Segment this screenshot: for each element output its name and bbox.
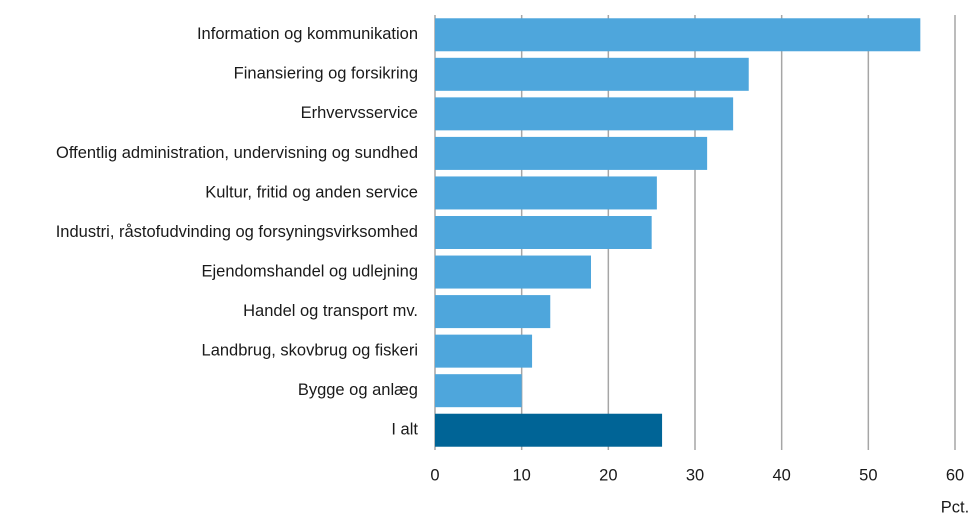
y-tick-label: Bygge og anlæg [298,381,418,399]
y-tick-label: Ejendomshandel og udlejning [202,262,419,280]
x-tick-label: 50 [859,466,877,484]
x-tick-label: 30 [686,466,704,484]
y-tick-label: Erhvervsservice [301,104,418,122]
x-tick-label: 0 [430,466,439,484]
x-tick-label: 20 [599,466,617,484]
bar [435,18,921,52]
x-tick-label: 60 [946,466,964,484]
y-tick-label: Landbrug, skovbrug og fiskeri [202,341,418,359]
bar [435,413,663,447]
bar [435,295,551,329]
x-tick-label: 10 [512,466,530,484]
y-tick-label: Finansiering og forsikring [234,65,418,83]
bar [435,136,708,170]
bar [435,255,591,289]
y-tick-label: Industri, råstofudvinding og forsyningsv… [56,223,418,241]
bar [435,216,652,249]
y-tick-label: Kultur, fritid og anden service [205,183,418,201]
bar [435,374,522,408]
bar [435,97,734,131]
y-tick-label: I alt [391,421,418,439]
y-tick-label: Offentlig administration, undervisning o… [56,144,418,162]
bar [435,176,657,210]
y-tick-label: Handel og transport mv. [243,302,418,320]
y-tick-label: Information og kommunikation [197,25,418,43]
bar [435,334,533,368]
bar [435,57,749,91]
x-axis-label: Pct. [941,498,969,516]
x-tick-label: 40 [772,466,790,484]
